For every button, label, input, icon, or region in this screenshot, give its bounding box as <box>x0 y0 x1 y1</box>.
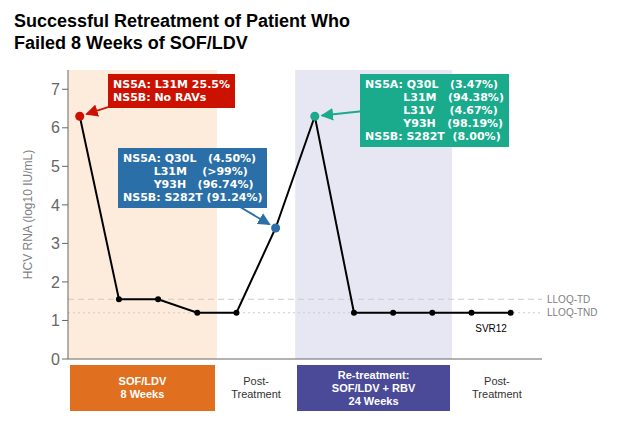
svg-text:3: 3 <box>51 235 60 252</box>
html-text:Successful Retreatment of Pati: Successful Retreatment of Patient Who <box>14 11 351 31</box>
html-text:Failed 8 Weeks of SOF/LDV: Failed 8 Weeks of SOF/LDV <box>14 33 248 53</box>
html-text:NS5A: Q30L (4.50%) L31M (>99%): NS5A: Q30L (4.50%) L31M (>99%) Y93H (96.… <box>123 152 263 204</box>
svg-text:HCV RNA (log10 IU/mL): HCV RNA (log10 IU/mL) <box>21 150 35 279</box>
svg-text:LLOQ-TD: LLOQ-TD <box>547 294 590 305</box>
html-text:SOF/LDV 8 Weeks: SOF/LDV 8 Weeks <box>118 375 167 400</box>
svg-text:2: 2 <box>51 274 60 291</box>
html-text:Re-treatment: SOF/LDV + RBV 24: Re-treatment: SOF/LDV + RBV 24 Weeks <box>331 368 416 407</box>
svg-text:1: 1 <box>51 312 60 329</box>
html-text:Post- Treatment: Post- Treatment <box>231 375 281 400</box>
svg-text:4: 4 <box>51 197 60 214</box>
svg-text:0: 0 <box>51 351 60 368</box>
svg-text:LLOQ-TND: LLOQ-TND <box>547 307 598 318</box>
svg-text:7: 7 <box>51 81 60 98</box>
html-text:Post- Treatment: Post- Treatment <box>472 375 522 400</box>
svg-text:SVR12: SVR12 <box>475 323 507 334</box>
svg-text:6: 6 <box>51 119 60 136</box>
svg-text:5: 5 <box>51 158 60 175</box>
html-text:NS5A: Q30L (3.47%) L31M (94.38: NS5A: Q30L (3.47%) L31M (94.38%) L31V (4… <box>365 78 504 143</box>
html-text:NS5A: L31M 25.5% NS5B: No RAVs: NS5A: L31M 25.5% NS5B: No RAVs <box>113 78 230 104</box>
